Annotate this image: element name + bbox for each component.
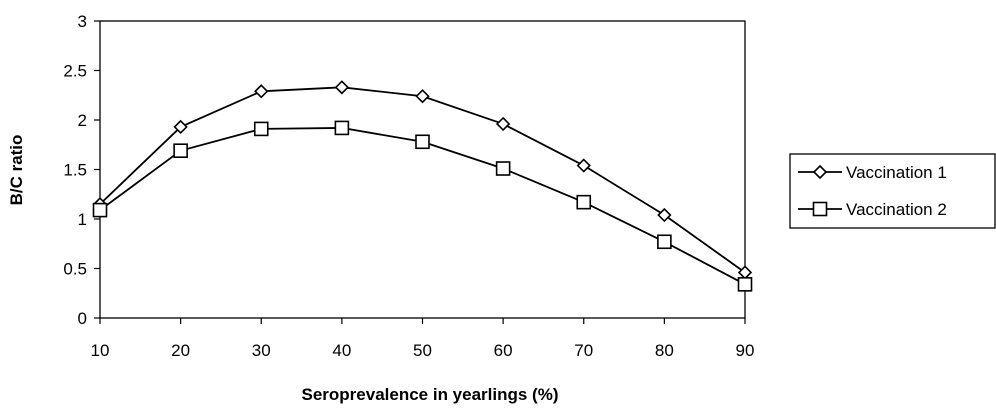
y-tick-label: 0 <box>78 309 87 328</box>
x-tick-label: 50 <box>413 341 432 360</box>
x-tick-label: 90 <box>736 341 755 360</box>
diamond-marker <box>254 84 269 99</box>
square-marker <box>173 143 188 158</box>
y-tick-label: 3 <box>78 12 87 31</box>
x-tick-label: 70 <box>574 341 593 360</box>
diamond-marker <box>657 207 672 223</box>
y-tick-label: 1 <box>78 210 87 229</box>
x-tick-label: 80 <box>655 341 674 360</box>
x-tick-label: 10 <box>91 341 110 360</box>
square-marker <box>334 120 350 136</box>
square-marker <box>92 202 108 218</box>
square-marker <box>253 121 269 137</box>
square-marker <box>415 134 430 150</box>
y-tick-label: 0.5 <box>63 260 87 279</box>
y-tick-label: 2 <box>78 111 87 130</box>
x-tick-label: 60 <box>494 341 513 360</box>
plot-area-border <box>99 20 746 319</box>
legend: Vaccination 1 Vaccination 2 <box>789 153 996 229</box>
legend-diamond-marker <box>812 164 828 180</box>
x-tick-label: 30 <box>252 341 271 360</box>
legend-item: Vaccination 2 <box>798 200 947 219</box>
legend-item: Vaccination 1 <box>798 163 947 182</box>
legend-label: Vaccination 1 <box>846 163 947 182</box>
legend-label: Vaccination 2 <box>846 200 947 219</box>
series-2 <box>92 120 753 292</box>
series-line <box>99 86 746 274</box>
diamond-marker <box>495 116 511 132</box>
x-axis-title: Seroprevalence in yearlings (%) <box>302 385 559 404</box>
diamond-marker <box>334 80 350 95</box>
x-tick-label: 40 <box>332 341 351 360</box>
y-axis-title: B/C ratio <box>7 135 26 206</box>
diamond-marker <box>415 89 430 104</box>
x-tick-label: 20 <box>171 341 190 360</box>
square-marker <box>576 194 592 210</box>
square-marker <box>737 277 753 292</box>
diamond-marker <box>173 119 188 135</box>
diamond-marker <box>737 265 753 280</box>
diamond-marker <box>576 158 591 173</box>
y-tick-label: 2.5 <box>63 62 87 81</box>
square-marker <box>657 234 672 250</box>
legend-square-marker <box>812 201 828 217</box>
series-1 <box>92 80 753 280</box>
y-tick-label: 1.5 <box>63 161 87 180</box>
square-marker <box>495 161 511 176</box>
